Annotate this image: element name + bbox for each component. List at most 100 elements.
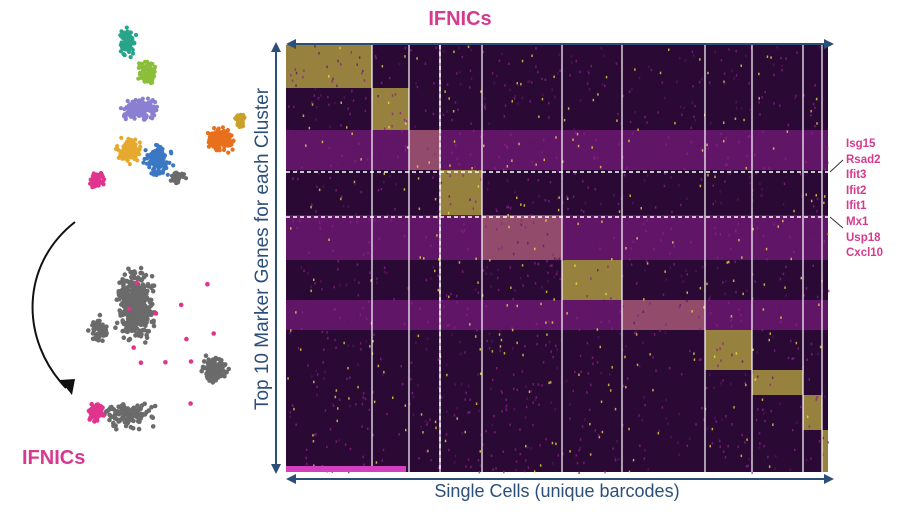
heatmap-cell — [575, 454, 577, 457]
heatmap-cell — [811, 352, 813, 356]
tsne-point — [183, 176, 189, 181]
heatmap-cell — [329, 176, 331, 180]
heatmap-cell — [518, 163, 521, 166]
heatmap-cell — [552, 355, 554, 359]
tsne-point — [206, 357, 211, 363]
heatmap-cell — [459, 340, 461, 344]
heatmap-cell — [616, 119, 618, 122]
heatmap-cell — [745, 166, 747, 170]
heatmap-cell — [373, 218, 376, 222]
heatmap-cell — [749, 108, 751, 111]
heatmap-cell — [617, 458, 620, 461]
heatmap-cell — [327, 337, 329, 340]
heatmap-cell — [699, 327, 701, 331]
heatmap-cell — [755, 418, 758, 422]
heatmap-cell — [700, 358, 702, 361]
heatmap-cell — [572, 389, 574, 393]
heatmap-cell — [469, 69, 472, 72]
tsne-point — [138, 265, 144, 271]
heatmap-cell — [500, 389, 503, 393]
heatmap-cell — [759, 182, 761, 186]
heatmap-cell — [644, 449, 646, 452]
heatmap-cell — [646, 262, 649, 265]
heatmap-cell — [549, 264, 552, 268]
heatmap-cell — [485, 305, 488, 308]
heatmap-cell — [427, 321, 429, 324]
heatmap-cell — [505, 398, 507, 401]
tsne-point — [136, 102, 141, 107]
heatmap-cell — [498, 155, 500, 159]
heatmap-cell — [758, 432, 761, 435]
heatmap-cell — [453, 50, 455, 54]
heatmap-cell — [338, 439, 340, 442]
heatmap-cell — [572, 195, 575, 198]
heatmap-cell — [511, 159, 513, 162]
heatmap-cell — [683, 106, 685, 109]
heatmap-cell — [357, 293, 360, 297]
heatmap-cell — [317, 166, 320, 170]
heatmap-cell — [433, 153, 436, 156]
heatmap-cell — [748, 176, 751, 179]
heatmap-cell — [654, 206, 657, 209]
heatmap-cell — [782, 272, 785, 276]
heatmap-cell — [420, 425, 422, 429]
heatmap-cell — [352, 344, 355, 348]
heatmap-cell — [322, 361, 324, 364]
heatmap-cell — [605, 75, 608, 79]
heatmap-cluster-block — [286, 45, 372, 88]
tsne-point — [128, 424, 134, 430]
heatmap-cell — [427, 449, 429, 453]
heatmap-cell — [767, 455, 769, 459]
heatmap-cell — [349, 447, 352, 451]
heatmap-cell — [313, 380, 315, 384]
heatmap-cell — [503, 143, 506, 147]
heatmap-cell — [525, 444, 527, 448]
heatmap-cell — [601, 244, 604, 248]
heatmap-cell — [575, 282, 578, 285]
heatmap-cell — [771, 376, 774, 379]
heatmap-cell — [383, 266, 386, 269]
heatmap-cell — [594, 429, 596, 432]
heatmap-cell — [454, 454, 457, 458]
heatmap-cell — [685, 269, 687, 272]
heatmap-cell — [584, 201, 587, 205]
heatmap-cell — [478, 471, 481, 474]
tsne-point — [144, 291, 149, 297]
heatmap-cell — [462, 174, 464, 177]
heatmap-cell — [511, 328, 514, 332]
heatmap-cell — [453, 140, 456, 143]
heatmap-cell — [393, 298, 395, 301]
tsne-point — [139, 277, 145, 283]
heatmap-cell — [530, 140, 533, 144]
heatmap-cell — [479, 450, 481, 453]
heatmap-cell — [516, 196, 518, 200]
heatmap-cell — [826, 147, 829, 150]
heatmap-cell — [668, 366, 671, 370]
heatmap-cell — [488, 122, 490, 125]
tsne-point — [118, 106, 123, 111]
heatmap-cell — [491, 350, 494, 353]
heatmap-cell — [483, 144, 485, 148]
heatmap-cell — [361, 402, 364, 406]
tsne-point — [127, 49, 132, 55]
marker-gene-label: Rsad2 — [846, 153, 881, 166]
heatmap-cell — [735, 49, 737, 53]
heatmap-cell — [458, 46, 460, 50]
heatmap-cell — [519, 277, 522, 280]
heatmap-cell — [477, 373, 479, 376]
heatmap-cell — [426, 147, 429, 150]
heatmap-cell — [475, 402, 478, 405]
heatmap-cell — [593, 157, 596, 161]
heatmap-cell — [320, 94, 322, 97]
tsne-point — [125, 158, 130, 163]
heatmap-cell — [812, 205, 815, 208]
heatmap-cell — [287, 299, 290, 302]
heatmap-cell — [296, 169, 298, 173]
heatmap-cell — [496, 228, 498, 231]
heatmap-cell — [534, 282, 537, 285]
heatmap-cell — [479, 372, 482, 375]
tsne-point — [239, 121, 244, 126]
heatmap-cell — [725, 137, 727, 140]
tsne-point — [91, 171, 96, 176]
heatmap-cell — [372, 340, 374, 343]
